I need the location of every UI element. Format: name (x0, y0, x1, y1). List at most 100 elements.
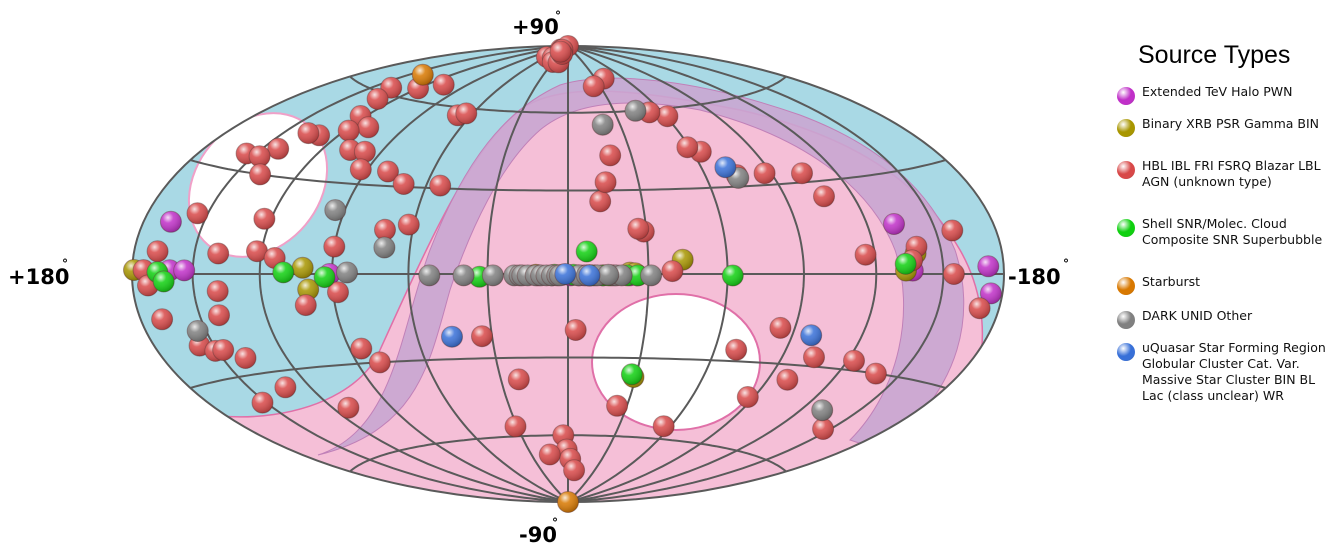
source-marker (159, 210, 182, 233)
source-marker (323, 235, 346, 258)
source-marker (504, 415, 527, 438)
source-marker (597, 263, 620, 286)
source-marker (253, 207, 276, 230)
legend-swatch (1117, 87, 1135, 105)
source-marker (327, 281, 349, 304)
legend-item: HBL IBL FRI FSRQ Blazar LBL AGN (unknown… (1112, 158, 1331, 190)
source-marker (942, 263, 965, 285)
source-marker (591, 113, 614, 136)
source-marker (624, 99, 647, 122)
source-marker (589, 190, 612, 213)
legend-swatch (1117, 277, 1135, 295)
source-marker (207, 242, 230, 265)
legend-swatch (1117, 119, 1135, 137)
legend-item: Starburst (1112, 274, 1331, 295)
parallel-line (190, 356, 946, 389)
source-marker (791, 162, 813, 185)
source-marker (146, 240, 169, 263)
source-marker (248, 145, 271, 168)
source-marker (251, 391, 274, 414)
source-marker (977, 255, 1000, 278)
legend-swatch (1117, 161, 1135, 179)
axis-label-left: +180 (8, 265, 69, 289)
source-marker (291, 256, 314, 279)
parallel-line (190, 159, 946, 192)
source-marker (620, 363, 643, 386)
source-marker (582, 75, 605, 98)
source-marker (671, 248, 694, 271)
legend-label: HBL IBL FRI FSRQ Blazar LBL AGN (unknown… (1142, 158, 1321, 189)
legend-label: DARK UNID Other (1142, 308, 1253, 323)
axis-label-left-degree: ° (62, 257, 68, 271)
source-marker (441, 325, 463, 348)
source-marker (297, 122, 320, 145)
source-marker (152, 270, 175, 293)
legend-item: Shell SNR/Molec. Cloud Composite SNR Sup… (1112, 216, 1331, 248)
source-marker (324, 199, 347, 222)
legend-swatch (1117, 219, 1135, 237)
source-marker (432, 73, 455, 96)
source-marker (418, 264, 441, 287)
source-marker (549, 40, 572, 63)
source-marker (455, 102, 478, 125)
legend-item: Extended TeV Halo PWN (1112, 84, 1331, 105)
source-marker (397, 213, 420, 236)
source-marker (368, 351, 391, 374)
source-marker (725, 338, 748, 361)
source-marker (769, 316, 792, 339)
source-marker (350, 337, 373, 360)
source-marker (599, 144, 622, 167)
source-marker (941, 219, 964, 242)
source-marker (563, 459, 586, 482)
source-marker (186, 202, 209, 225)
source-marker (272, 261, 295, 284)
source-marker (336, 261, 358, 284)
source-marker (374, 218, 396, 241)
source-marker (736, 386, 759, 408)
legend-title: Source Types (1138, 41, 1291, 69)
source-marker (234, 347, 257, 369)
axis-labels: +90 ° -90 ° +180 ° -180 ° (8, 9, 1069, 546)
source-marker (640, 264, 663, 287)
source-marker (606, 394, 629, 417)
axis-label-right: -180 (1008, 265, 1061, 289)
legend-label: Extended TeV Halo PWN (1142, 84, 1293, 99)
source-marker (557, 491, 579, 513)
source-marker (349, 158, 372, 181)
source-marker (538, 443, 561, 466)
source-marker (429, 174, 452, 197)
source-marker (721, 264, 744, 287)
axis-label-top: +90 (512, 15, 559, 39)
legend-item: uQuasar Star Forming Region Globular Clu… (1112, 340, 1331, 404)
source-marker (554, 263, 577, 285)
source-marker (811, 399, 834, 422)
source-marker (206, 280, 229, 303)
source-marker (294, 294, 317, 317)
source-marker (883, 213, 905, 235)
legend-label: uQuasar Star Forming Region Globular Clu… (1142, 340, 1326, 403)
source-marker (392, 173, 415, 195)
source-marker (813, 185, 835, 208)
source-marker (366, 87, 389, 110)
source-marker (661, 260, 684, 283)
source-marker (843, 349, 865, 372)
source-markers (123, 35, 1002, 513)
source-marker (411, 63, 434, 86)
source-marker (337, 119, 360, 142)
source-marker (373, 236, 396, 259)
source-marker (212, 339, 235, 361)
source-marker (894, 252, 917, 275)
source-marker (575, 240, 598, 263)
legend-label: Binary XRB PSR Gamma BIN (1142, 116, 1320, 131)
source-marker (208, 304, 230, 327)
legend: Source Types Extended TeV Halo PWN Binary… (1112, 40, 1326, 404)
source-marker (186, 320, 209, 342)
source-marker (297, 278, 320, 301)
source-marker (249, 163, 272, 186)
source-marker (676, 136, 699, 159)
legend-swatch (1117, 343, 1135, 361)
source-marker (864, 362, 887, 385)
source-marker (803, 346, 825, 369)
source-marker (714, 156, 737, 179)
